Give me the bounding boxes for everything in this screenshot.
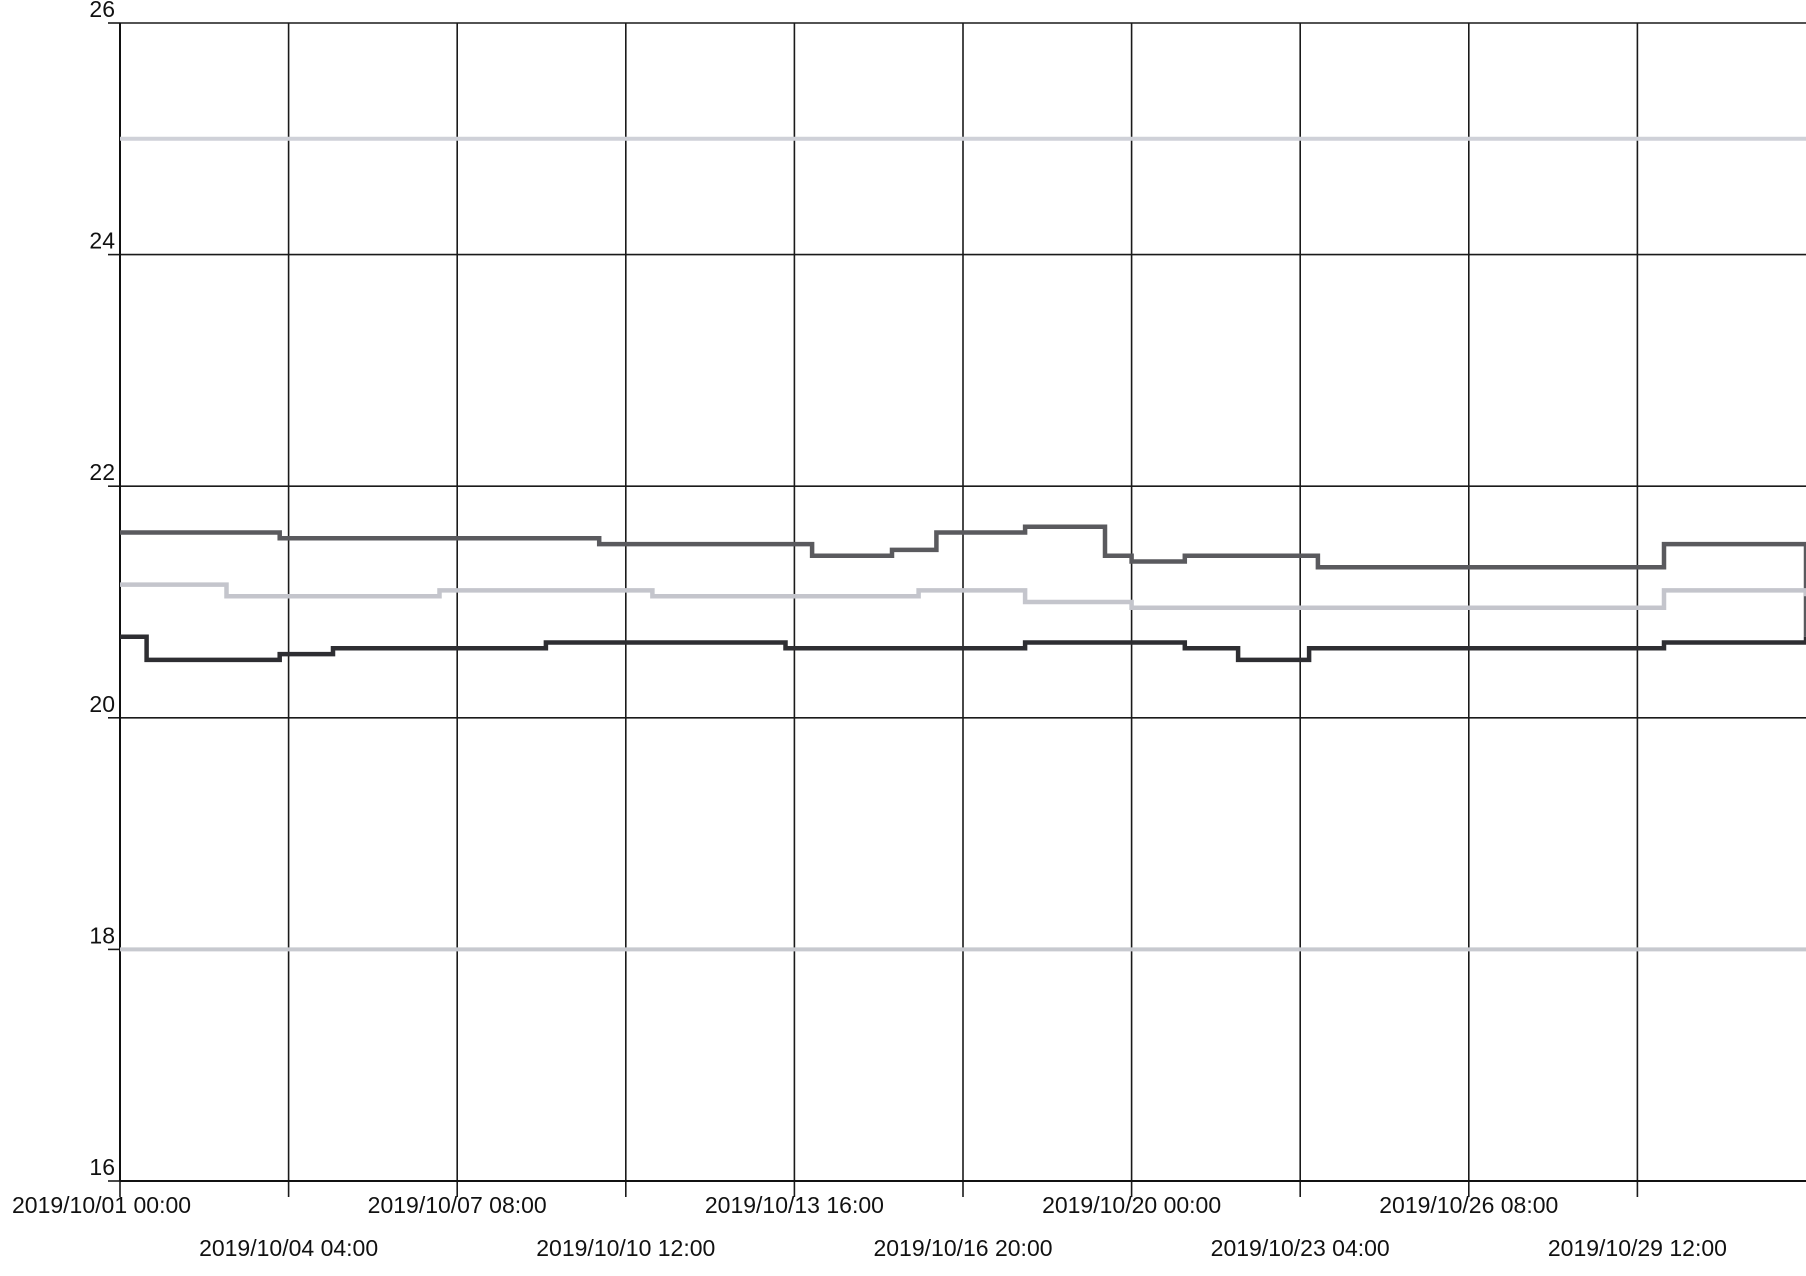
series-line-3 [120, 524, 1806, 637]
series-layer [120, 136, 1806, 952]
x-tick-label: 2019/10/13 16:00 [705, 1192, 884, 1218]
x-tick-labels: 2019/10/01 00:00 2019/10/04 04:00 2019/10/… [12, 1192, 1727, 1261]
x-tick-label: 2019/10/29 12:00 [1548, 1235, 1727, 1261]
y-tick-label: 18 [89, 922, 115, 948]
x-tick-label: 2019/10/16 20:00 [873, 1235, 1052, 1261]
y-tick-labels: 16 18 20 22 24 26 [89, 0, 115, 1180]
y-tick-label: 16 [89, 1154, 115, 1180]
x-tick-label: 2019/10/04 04:00 [199, 1235, 378, 1261]
x-tick-label: 2019/10/01 00:00 [12, 1192, 191, 1218]
x-tick-label: 2019/10/10 12:00 [536, 1235, 715, 1261]
x-tick-label: 2019/10/07 08:00 [368, 1192, 547, 1218]
series-line-4 [120, 582, 1806, 611]
y-tick-label: 26 [89, 0, 115, 22]
series-line-5 [120, 634, 1806, 663]
x-tick-label: 2019/10/26 08:00 [1379, 1192, 1558, 1218]
x-tick-label: 2019/10/23 04:00 [1211, 1235, 1390, 1261]
y-tick-label: 22 [89, 459, 115, 485]
x-gridlines [119, 23, 1639, 1181]
axes [108, 22, 1806, 1197]
x-tick-label: 2019/10/20 00:00 [1042, 1192, 1221, 1218]
y-tick-label: 20 [89, 691, 115, 717]
y-tick-label: 24 [89, 228, 115, 254]
